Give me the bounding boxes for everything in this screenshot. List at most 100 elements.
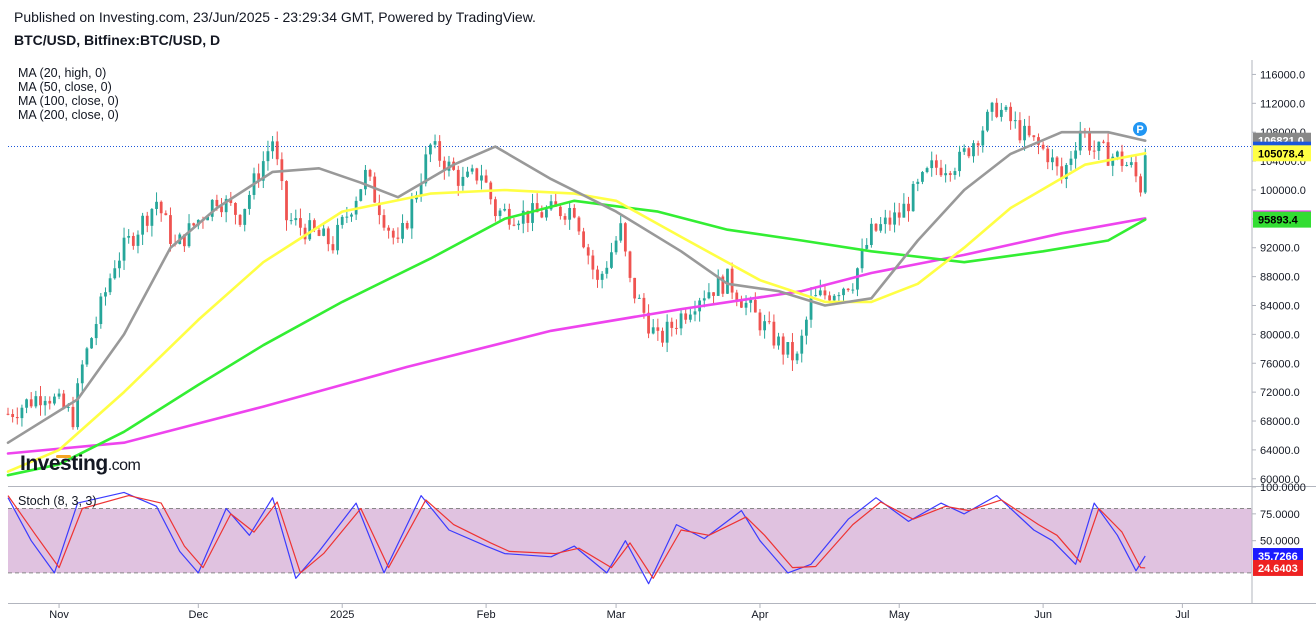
- candle-body: [883, 217, 887, 225]
- candle-body: [493, 199, 497, 217]
- candle-body: [600, 273, 604, 280]
- time-tick-label: May: [889, 609, 910, 621]
- stoch-k-line: [7, 491, 1146, 585]
- candle-body: [1115, 151, 1119, 157]
- candle-body: [591, 255, 595, 270]
- candle-body: [247, 194, 251, 209]
- marker-letter: P: [1136, 124, 1143, 136]
- time-tick-label: Nov: [49, 609, 69, 621]
- candle-body: [554, 201, 558, 207]
- stoch-tick-label: 75.0000: [1260, 509, 1300, 521]
- candle-body: [865, 244, 869, 249]
- candle-body: [210, 199, 214, 217]
- candle-body: [842, 288, 845, 296]
- stoch-band: [8, 507, 1252, 574]
- candle-body: [429, 144, 432, 155]
- symbol-title: BTC/USD, Bitfinex:BTC/USD, D: [14, 32, 221, 48]
- stoch-tick-label: 100.0000: [1260, 482, 1306, 494]
- candle-body: [1051, 157, 1054, 163]
- candle-body: [1004, 106, 1008, 110]
- candle-body: [99, 296, 103, 325]
- investing-logo: Investing.com: [20, 452, 141, 476]
- candle-body: [461, 176, 465, 186]
- stoch-tick-label: 50.0000: [1260, 536, 1300, 548]
- candle-body: [953, 171, 957, 175]
- candle-body: [182, 234, 186, 247]
- price-badge: [1253, 211, 1311, 228]
- price-tick-label: 116000.0: [1260, 69, 1305, 81]
- time-tick-label: Dec: [189, 609, 209, 621]
- candle-body: [484, 175, 488, 183]
- candle-body: [568, 207, 572, 220]
- candle-body: [628, 251, 632, 278]
- time-tick-label: Jun: [1034, 609, 1052, 621]
- candle-body: [874, 223, 878, 231]
- candle-body: [419, 183, 423, 196]
- candle-body: [670, 321, 674, 328]
- legend-ma200[interactable]: MA (200, close, 0): [18, 108, 119, 122]
- candle-body: [1013, 120, 1017, 122]
- candle-body: [995, 102, 999, 117]
- candle-body: [387, 227, 391, 231]
- ma20-line: [6, 130, 1147, 445]
- legend-ma20[interactable]: MA (20, high, 0): [18, 66, 107, 80]
- candle-body: [57, 393, 61, 397]
- candle-body: [141, 215, 145, 235]
- candle-body: [20, 407, 24, 419]
- candle-body: [90, 338, 93, 349]
- price-tick-label: 84000.0: [1260, 300, 1300, 312]
- candle-body: [726, 268, 729, 294]
- candle-body: [229, 198, 233, 204]
- candle-body: [104, 292, 107, 297]
- legend-ma50[interactable]: MA (50, close, 0): [18, 80, 112, 94]
- candle-body: [25, 399, 28, 408]
- price-tick-label: 92000.0: [1260, 243, 1300, 255]
- candle-body: [1143, 155, 1147, 193]
- candle-body: [860, 248, 864, 269]
- candle-body: [480, 175, 483, 181]
- candle-body: [517, 223, 520, 226]
- candle-body: [605, 267, 609, 274]
- candle-body: [832, 295, 836, 301]
- candle-body: [558, 206, 562, 217]
- candle-body: [837, 295, 841, 297]
- candle-body: [145, 215, 149, 226]
- candle-body: [693, 311, 697, 315]
- candle-body: [972, 143, 975, 157]
- candle-body: [665, 321, 669, 343]
- legend-ma100[interactable]: MA (100, close, 0): [18, 94, 119, 108]
- candle-body: [340, 216, 344, 225]
- candle-body: [317, 229, 321, 236]
- moving-averages: [6, 130, 1147, 477]
- candle-body: [131, 235, 135, 246]
- candle-body: [438, 141, 442, 161]
- candle-body: [753, 299, 757, 313]
- candle-body: [424, 154, 428, 184]
- candle-body: [1041, 144, 1045, 149]
- candle-body: [758, 312, 762, 331]
- candle-body: [470, 168, 474, 172]
- candle-body: [396, 237, 400, 239]
- time-tick-label: Feb: [477, 609, 496, 621]
- candle-body: [261, 161, 265, 181]
- candle-body: [187, 223, 191, 247]
- candle-body: [350, 214, 353, 217]
- published-note: Published on Investing.com, 23/Jun/2025 …: [14, 9, 536, 25]
- candle-body: [71, 406, 75, 428]
- candle-body: [322, 228, 326, 236]
- candle-body: [159, 201, 163, 214]
- candle-body: [823, 290, 827, 296]
- candle-body: [642, 297, 646, 313]
- price-tick-label: 112000.0: [1260, 98, 1305, 110]
- candle-body: [911, 183, 915, 212]
- candle-body: [846, 288, 850, 291]
- stoch-overbought-oversold-band: [8, 508, 1252, 573]
- candle-body: [897, 212, 901, 218]
- candle-body: [1125, 164, 1129, 166]
- candle-body: [999, 109, 1003, 117]
- candle-body: [791, 342, 794, 361]
- candle-body: [39, 396, 42, 406]
- candle-body: [76, 383, 80, 428]
- candle-body: [466, 171, 469, 177]
